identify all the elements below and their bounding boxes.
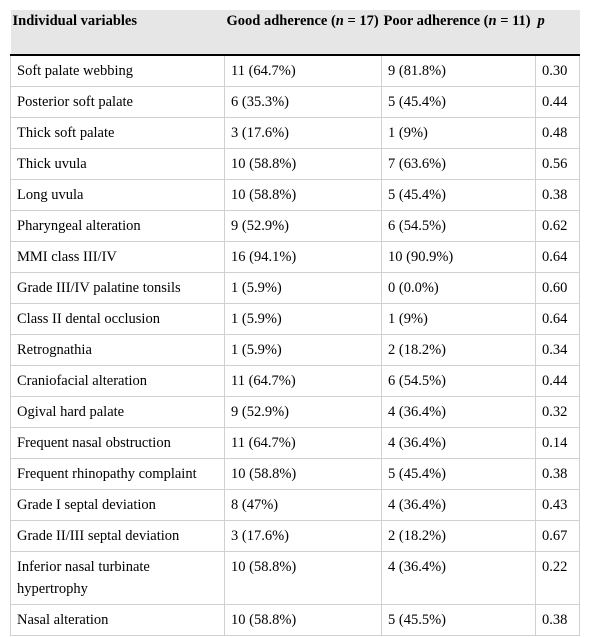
- table-row: Thick uvula 10 (58.8%) 7 (63.6%) 0.56: [10, 148, 580, 180]
- table-body: Soft palate webbing 11 (64.7%) 9 (81.8%) 0.…: [10, 55, 580, 636]
- cell-good-adherence: 1 (5.9%): [224, 334, 382, 366]
- cell-poor-adherence: 5 (45.4%): [381, 179, 536, 211]
- cell-variable: Ogival hard palate: [10, 396, 225, 428]
- cell-poor-adherence: 10 (90.9%): [381, 241, 536, 273]
- cell-variable: MMI class III/IV: [10, 241, 225, 273]
- cell-p-value: 0.32: [535, 396, 580, 428]
- table-row: Long uvula 10 (58.8%) 5 (45.4%) 0.38: [10, 179, 580, 211]
- cell-good-adherence: 8 (47%): [224, 489, 382, 521]
- cell-poor-adherence: 6 (54.5%): [381, 365, 536, 397]
- cell-good-adherence: 11 (64.7%): [224, 365, 382, 397]
- cell-p-value: 0.38: [535, 604, 580, 636]
- table-header-row: Individual variables Good adherence (n =…: [10, 10, 580, 56]
- cell-good-adherence: 16 (94.1%): [224, 241, 382, 273]
- cell-good-adherence: 1 (5.9%): [224, 303, 382, 335]
- cell-poor-adherence: 6 (54.5%): [381, 210, 536, 242]
- cell-variable: Posterior soft palate: [10, 86, 225, 118]
- adherence-table: Individual variables Good adherence (n =…: [10, 10, 580, 636]
- cell-p-value: 0.30: [535, 55, 580, 87]
- cell-p-value: 0.64: [535, 303, 580, 335]
- cell-good-adherence: 10 (58.8%): [224, 458, 382, 490]
- cell-p-value: 0.60: [535, 272, 580, 304]
- cell-poor-adherence: 5 (45.5%): [381, 604, 536, 636]
- cell-good-adherence: 1 (5.9%): [224, 272, 382, 304]
- table-row: Thick soft palate 3 (17.6%) 1 (9%) 0.48: [10, 117, 580, 149]
- cell-poor-adherence: 1 (9%): [381, 303, 536, 335]
- cell-poor-adherence: 5 (45.4%): [381, 86, 536, 118]
- cell-poor-adherence: 2 (18.2%): [381, 334, 536, 366]
- cell-variable: Pharyngeal alteration: [10, 210, 225, 242]
- cell-p-value: 0.62: [535, 210, 580, 242]
- table-row: Pharyngeal alteration 9 (52.9%) 6 (54.5%) 0…: [10, 210, 580, 242]
- cell-variable: Grade III/IV palatine tonsils: [10, 272, 225, 304]
- cell-variable: Frequent rhinopathy complaint: [10, 458, 225, 490]
- table-row: MMI class III/IV 16 (94.1%) 10 (90.9%) 0.64: [10, 241, 580, 273]
- cell-good-adherence: 10 (58.8%): [224, 551, 382, 605]
- cell-p-value: 0.44: [535, 86, 580, 118]
- cell-good-adherence: 10 (58.8%): [224, 604, 382, 636]
- cell-variable: Nasal alteration: [10, 604, 225, 636]
- cell-variable: Thick uvula: [10, 148, 225, 180]
- cell-good-adherence: 3 (17.6%): [224, 520, 382, 552]
- table-row: Grade III/IV palatine tonsils 1 (5.9%) 0 (…: [10, 272, 580, 304]
- table-row: Posterior soft palate 6 (35.3%) 5 (45.4%) 0…: [10, 86, 580, 118]
- cell-variable: Long uvula: [10, 179, 225, 211]
- cell-poor-adherence: 1 (9%): [381, 117, 536, 149]
- cell-p-value: 0.43: [535, 489, 580, 521]
- cell-variable: Soft palate webbing: [10, 55, 225, 87]
- cell-good-adherence: 6 (35.3%): [224, 86, 382, 118]
- cell-variable: Frequent nasal obstruction: [10, 427, 225, 459]
- table-row: Ogival hard palate 9 (52.9%) 4 (36.4%) 0.32: [10, 396, 580, 428]
- cell-poor-adherence: 4 (36.4%): [381, 396, 536, 428]
- cell-variable: Retrognathia: [10, 334, 225, 366]
- table-row: Frequent nasal obstruction 11 (64.7%) 4 (3…: [10, 427, 580, 459]
- cell-variable: Inferior nasal turbinate hypertrophy: [10, 551, 225, 605]
- cell-variable: Class II dental occlusion: [10, 303, 225, 335]
- header-individual-variables: Individual variables: [10, 10, 225, 56]
- table-row: Soft palate webbing 11 (64.7%) 9 (81.8%) 0.…: [10, 55, 580, 87]
- table-row: Craniofacial alteration 11 (64.7%) 6 (54.5…: [10, 365, 580, 397]
- cell-variable: Craniofacial alteration: [10, 365, 225, 397]
- header-p-value: p: [535, 10, 580, 56]
- cell-poor-adherence: 4 (36.4%): [381, 489, 536, 521]
- cell-good-adherence: 9 (52.9%): [224, 396, 382, 428]
- cell-good-adherence: 3 (17.6%): [224, 117, 382, 149]
- cell-p-value: 0.38: [535, 179, 580, 211]
- cell-p-value: 0.48: [535, 117, 580, 149]
- cell-variable: Grade II/III septal deviation: [10, 520, 225, 552]
- cell-p-value: 0.64: [535, 241, 580, 273]
- table-row: Grade II/III septal deviation 3 (17.6%) 2 …: [10, 520, 580, 552]
- cell-good-adherence: 9 (52.9%): [224, 210, 382, 242]
- header-poor-adherence: Poor adherence (n = 11): [381, 10, 536, 56]
- cell-poor-adherence: 7 (63.6%): [381, 148, 536, 180]
- cell-good-adherence: 11 (64.7%): [224, 55, 382, 87]
- cell-variable: Thick soft palate: [10, 117, 225, 149]
- table-row: Retrognathia 1 (5.9%) 2 (18.2%) 0.34: [10, 334, 580, 366]
- cell-good-adherence: 10 (58.8%): [224, 179, 382, 211]
- cell-p-value: 0.34: [535, 334, 580, 366]
- cell-p-value: 0.22: [535, 551, 580, 605]
- cell-poor-adherence: 9 (81.8%): [381, 55, 536, 87]
- cell-p-value: 0.56: [535, 148, 580, 180]
- table-row: Class II dental occlusion 1 (5.9%) 1 (9%) 0…: [10, 303, 580, 335]
- cell-p-value: 0.44: [535, 365, 580, 397]
- table-row: Inferior nasal turbinate hypertrophy 10 (…: [10, 551, 580, 605]
- cell-good-adherence: 11 (64.7%): [224, 427, 382, 459]
- cell-p-value: 0.38: [535, 458, 580, 490]
- cell-poor-adherence: 0 (0.0%): [381, 272, 536, 304]
- table-row: Grade I septal deviation 8 (47%) 4 (36.4%)…: [10, 489, 580, 521]
- cell-p-value: 0.67: [535, 520, 580, 552]
- cell-poor-adherence: 4 (36.4%): [381, 427, 536, 459]
- cell-variable: Grade I septal deviation: [10, 489, 225, 521]
- cell-good-adherence: 10 (58.8%): [224, 148, 382, 180]
- cell-poor-adherence: 5 (45.4%): [381, 458, 536, 490]
- cell-poor-adherence: 4 (36.4%): [381, 551, 536, 605]
- table-row: Frequent rhinopathy complaint 10 (58.8%) 5…: [10, 458, 580, 490]
- header-good-adherence: Good adherence (n = 17): [224, 10, 382, 56]
- cell-p-value: 0.14: [535, 427, 580, 459]
- table-row: Nasal alteration 10 (58.8%) 5 (45.5%) 0.38: [10, 604, 580, 636]
- cell-poor-adherence: 2 (18.2%): [381, 520, 536, 552]
